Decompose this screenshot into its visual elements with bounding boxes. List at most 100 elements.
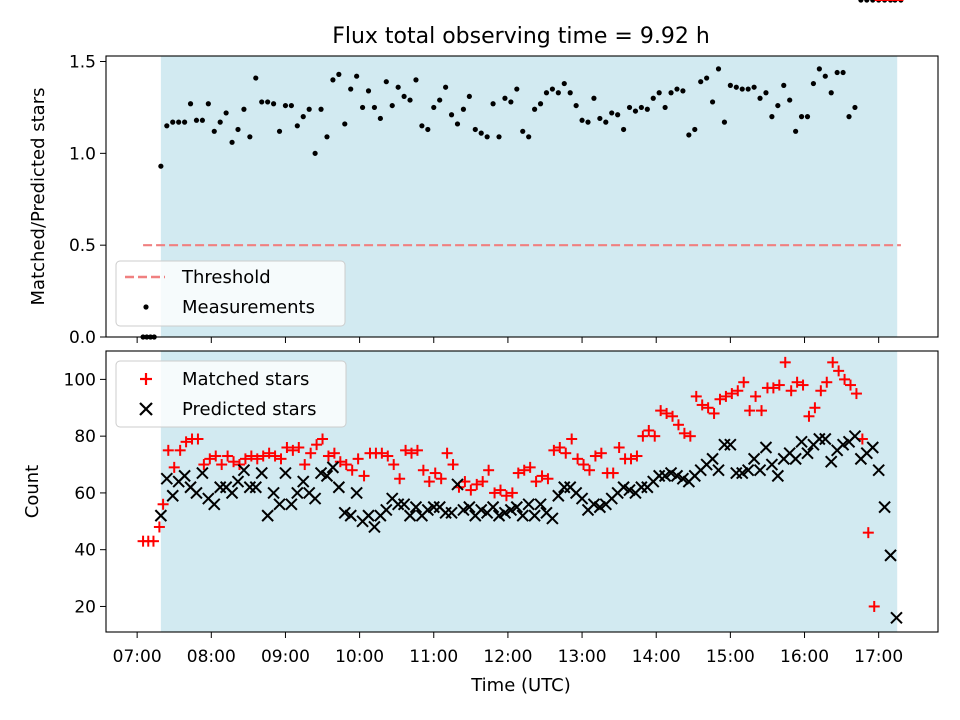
matched-point [672,419,684,431]
measurement-point [775,102,781,109]
matched-point [714,393,726,405]
legend-measurement-label: Measurements [182,297,315,318]
measurement-point [804,114,811,120]
predicted-point [759,441,773,454]
predicted-point [623,483,636,497]
measurement-point [330,77,336,83]
measurement-point [603,119,609,125]
matched-point [471,478,483,490]
measurement-point [834,69,840,76]
measurement-point [810,80,817,87]
measurement-point [751,84,757,90]
predicted-point [801,446,814,460]
measurement-point [721,119,728,125]
measurement-point [656,90,662,96]
measurement-point [300,114,306,120]
matched-point [394,473,406,485]
measurement-point [211,128,217,134]
measurement-point [472,126,478,133]
matched-point [637,430,649,442]
predicted-point [504,503,518,517]
measurement-point [401,93,407,100]
measurement-point [585,119,591,125]
measurement-point [840,69,846,76]
predicted-point [178,469,191,483]
measurement-point [609,110,615,116]
matched-point [281,442,293,454]
matched-point [477,476,489,488]
matched-point [738,376,750,388]
matched-point [334,456,346,468]
measurement-point [615,112,621,118]
matched-point [643,424,655,436]
matched-point [821,376,833,388]
measurement-point [709,99,716,105]
matched-point [400,444,412,456]
predicted-point [670,469,684,483]
measurement-point [870,0,876,3]
measurement-point [407,97,413,103]
measurement-point [852,104,858,111]
ratio-legend: Threshold Measurements [115,260,346,327]
matched-point [239,453,251,465]
measurement-point [306,106,312,112]
predicted-point [249,481,262,494]
measurement-point [478,130,484,136]
measurement-point [359,104,366,111]
predicted-point [498,506,512,519]
measurement-point [389,102,395,109]
legend-matched-label: Matched stars [182,369,309,390]
predicted-point [208,498,221,511]
predicted-point [308,492,322,505]
matched-point [317,433,329,445]
measurement-point [276,128,283,134]
measurement-point [638,104,644,111]
measurement-point [668,90,674,96]
matched-point [684,430,696,442]
measurement-point [223,110,229,116]
matched-point [311,439,323,451]
predicted-point [332,481,346,494]
matched-point [153,521,165,533]
matched-point [595,447,607,459]
matched-point [797,379,809,391]
matched-point [222,450,234,462]
measurement-point [555,90,561,96]
measurement-point [490,101,496,107]
matched-point [441,447,453,459]
matched-point [649,430,661,442]
matched-point [494,484,506,496]
predicted-point [237,464,251,477]
measurement-point [798,114,805,120]
predicted-point [492,509,506,522]
predicted-point [190,486,203,500]
predicted-point [510,500,524,514]
measurement-point [318,106,324,112]
matched-point [328,447,340,459]
matched-point [827,356,839,368]
measurement-point [514,86,520,92]
predicted-point [664,466,678,480]
legend-measurement-swatch [143,304,149,310]
predicted-point [326,461,340,474]
measurement-point [715,66,722,72]
matched-point [690,390,702,402]
matched-point [554,442,566,454]
measurement-point [549,86,556,92]
predicted-point [273,498,286,511]
measurement-point [187,101,194,107]
predicted-point [593,500,607,514]
matched-point [245,450,257,462]
measurement-point [312,150,318,156]
y-tick-label: 20 [74,597,96,617]
measurement-point [199,117,205,123]
measurement-point [626,104,633,111]
x-tick-label: 14:00 [632,647,681,667]
x-tick-label: 08:00 [187,647,236,667]
predicted-point [457,503,470,517]
measurement-point [336,71,342,77]
x-tick-label: 12:00 [483,647,532,667]
measurement-point [532,106,538,112]
predicted-point [546,512,559,525]
matched-point [572,453,584,465]
